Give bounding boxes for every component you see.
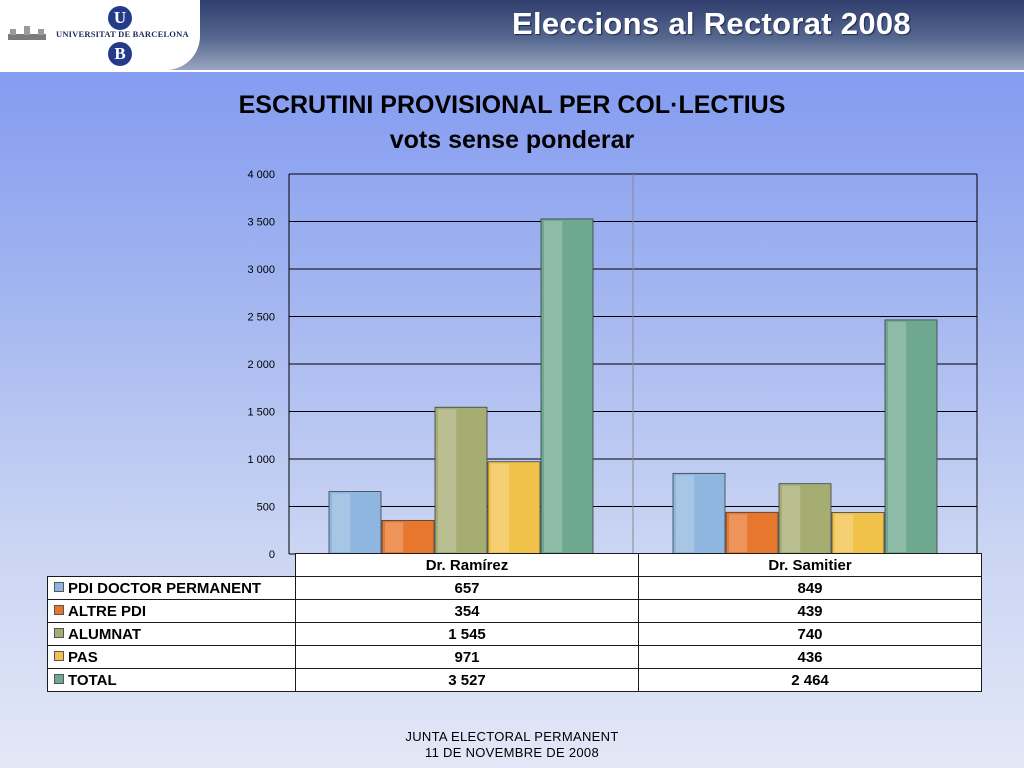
bar-highlight bbox=[332, 493, 351, 552]
series-name: PDI DOCTOR PERMANENT bbox=[68, 579, 262, 597]
bar-highlight bbox=[888, 321, 907, 552]
footer-line-1: JUNTA ELECTORAL PERMANENT bbox=[405, 729, 619, 744]
bar bbox=[381, 519, 435, 555]
legend-key-icon bbox=[54, 673, 64, 684]
table-cell: 657 bbox=[295, 576, 639, 600]
table-row: PDI DOCTOR PERMANENT 657 849 bbox=[47, 576, 982, 600]
y-tick-label: 4 000 bbox=[247, 169, 275, 181]
y-tick-label: 1 000 bbox=[247, 454, 275, 466]
y-axis-ticks: 0 500 1 000 1 500 2 000 2 500 3 000 3 500 4 000 bbox=[247, 169, 275, 561]
y-tick-label: 1 500 bbox=[247, 407, 275, 419]
bar-highlight bbox=[782, 485, 801, 552]
table-row: PAS 971 436 bbox=[47, 645, 982, 669]
table-row: ALTRE PDI 354 439 bbox=[47, 599, 982, 623]
table-cell: 1 545 bbox=[295, 622, 639, 646]
bar bbox=[487, 461, 541, 555]
series-name: PAS bbox=[68, 648, 98, 666]
table-cell: 849 bbox=[638, 576, 982, 600]
table-cell: 439 bbox=[638, 599, 982, 623]
logo-letter-b: B bbox=[108, 42, 132, 66]
series-label: TOTAL bbox=[47, 668, 296, 692]
bar-highlight bbox=[676, 475, 695, 552]
series-label: ALTRE PDI bbox=[47, 599, 296, 623]
series-label: PAS bbox=[47, 645, 296, 669]
table-row: TOTAL 3 527 2 464 bbox=[47, 668, 982, 692]
category-label-0: Dr. Ramírez bbox=[295, 553, 639, 577]
bar-highlight bbox=[385, 522, 404, 552]
y-tick-label: 2 500 bbox=[247, 312, 275, 324]
bar-highlight bbox=[544, 220, 563, 552]
logo-letter-u: U bbox=[108, 6, 132, 30]
category-label-1: Dr. Samitier bbox=[638, 553, 982, 577]
bar-highlight bbox=[835, 514, 854, 552]
y-tick-label: 3 500 bbox=[247, 217, 275, 229]
chart-subtitle: vots sense ponderar bbox=[389, 126, 635, 154]
header-title: Eleccions al Rectorat 2008 bbox=[512, 6, 911, 41]
data-table: Dr. Ramírez Dr. Samitier PDI DOCTOR PERM… bbox=[47, 553, 982, 692]
series-name: TOTAL bbox=[68, 671, 117, 689]
table-row: ALUMNAT 1 545 740 bbox=[47, 622, 982, 646]
table-cell: 971 bbox=[295, 645, 639, 669]
series-label: ALUMNAT bbox=[47, 622, 296, 646]
legend-key-icon bbox=[54, 581, 64, 592]
y-tick-label: 500 bbox=[257, 502, 275, 514]
building-icon bbox=[8, 26, 46, 40]
table-header-row: Dr. Ramírez Dr. Samitier bbox=[48, 553, 982, 577]
bar bbox=[328, 491, 382, 555]
bar-highlight bbox=[438, 409, 457, 552]
y-tick-label: 3 000 bbox=[247, 264, 275, 276]
y-tick-label: 2 000 bbox=[247, 359, 275, 371]
bars bbox=[328, 218, 938, 555]
table-cell: 436 bbox=[638, 645, 982, 669]
bar bbox=[434, 406, 488, 555]
legend-key-icon bbox=[54, 604, 64, 615]
bar-highlight bbox=[491, 463, 510, 552]
table-cell: 740 bbox=[638, 622, 982, 646]
university-logo: UNIVERSITAT DE BARCELONA U B bbox=[0, 0, 200, 70]
gridlines bbox=[288, 173, 978, 555]
table-cell: 354 bbox=[295, 599, 639, 623]
legend-key-icon bbox=[54, 627, 64, 638]
series-name: ALTRE PDI bbox=[68, 602, 147, 620]
table-cell: 3 527 bbox=[295, 668, 639, 692]
logo-university-name: UNIVERSITAT DE BARCELONA bbox=[56, 29, 189, 39]
legend-key-icon bbox=[54, 650, 64, 661]
bar-highlight bbox=[729, 514, 748, 552]
chart-title: ESCRUTINI PROVISIONAL PER COL·LECTIUS bbox=[238, 91, 786, 119]
bar bbox=[725, 511, 779, 555]
table-cell: 2 464 bbox=[638, 668, 982, 692]
bar bbox=[884, 319, 938, 555]
series-name: ALUMNAT bbox=[68, 625, 142, 643]
y-tick-label: 0 bbox=[269, 549, 275, 561]
series-label: PDI DOCTOR PERMANENT bbox=[47, 576, 296, 600]
header-banner: UNIVERSITAT DE BARCELONA U B Eleccions a… bbox=[0, 0, 1024, 72]
bar bbox=[778, 483, 832, 555]
bar bbox=[540, 218, 594, 555]
footer-line-2: 11 DE NOVEMBRE DE 2008 bbox=[425, 745, 599, 760]
bar bbox=[672, 472, 726, 555]
